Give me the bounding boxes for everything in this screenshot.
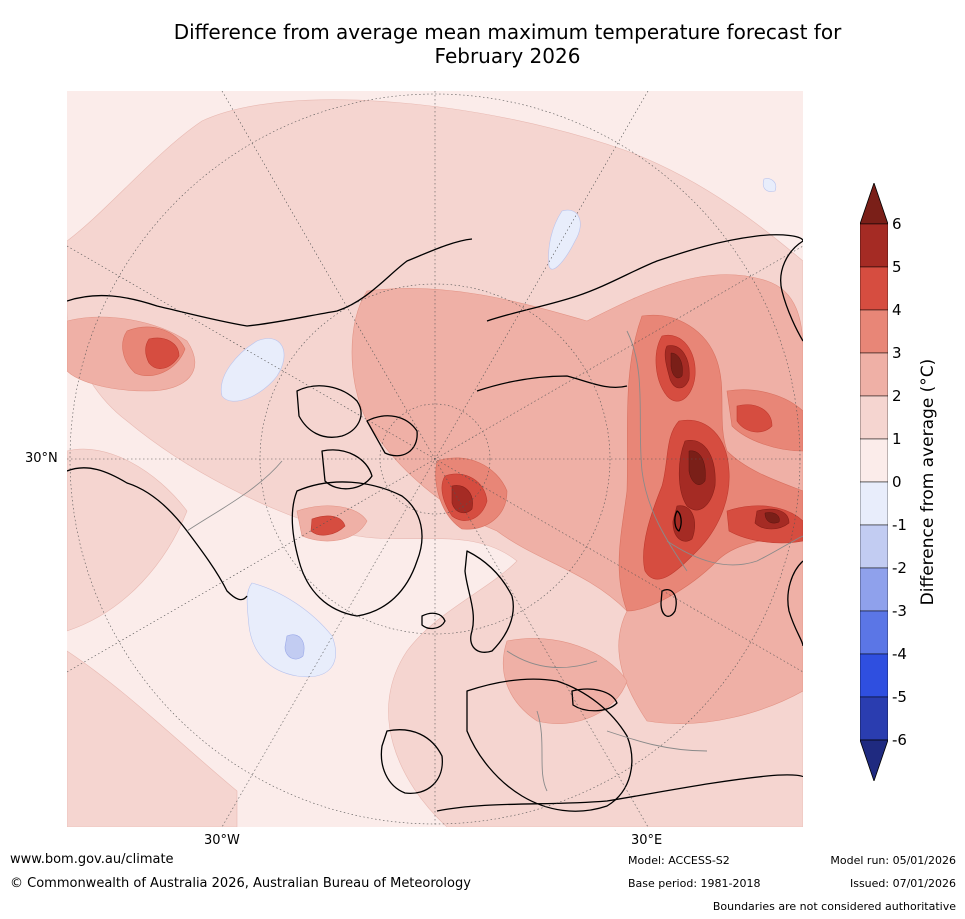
anomaly-band-5-6: [451, 345, 790, 542]
anomaly-band-6-plus: [670, 352, 780, 524]
coast-caspian: [660, 589, 677, 617]
graticule: [67, 91, 803, 827]
lon-label-west: 30°W: [204, 833, 240, 848]
colorbar-segment: [860, 653, 888, 698]
footer-model-run: Model run: 05/01/2026: [830, 854, 956, 867]
colorbar-tick-label: -5: [892, 688, 907, 706]
colorbar-tick-label: 5: [892, 258, 902, 276]
colorbar-segment: [860, 481, 888, 526]
colorbar-tick-label: 6: [892, 215, 902, 233]
colorbar-segment: [860, 696, 888, 741]
colorbar-segment: [860, 266, 888, 311]
colorbar-tick-label: -4: [892, 645, 907, 663]
colorbar-segment: [860, 395, 888, 440]
anomaly-band-0-minus1: [220, 178, 777, 678]
footer-disclaimer: Boundaries are not considered authoritat…: [712, 900, 956, 913]
forecast-map: [67, 91, 803, 827]
chart-title: Difference from average mean maximum tem…: [0, 20, 965, 68]
colorbar-segment: [860, 223, 888, 268]
country-borders: [186, 330, 803, 792]
anomaly-band-minus1-minus2: [284, 634, 305, 660]
chart-title-line1: Difference from average mean maximum tem…: [173, 20, 842, 44]
footer-model: Model: ACCESS-S2: [628, 854, 730, 867]
coastlines: [67, 234, 803, 812]
colorbar-segment: [860, 567, 888, 612]
coast-iberia: [380, 729, 443, 794]
coast-baikal: [674, 510, 682, 532]
coast-mediterranean: [436, 774, 803, 812]
coast-north-america: [67, 238, 473, 601]
colorbar-tick-label: 2: [892, 387, 902, 405]
colorbar-tick-label: -2: [892, 559, 907, 577]
coast-iceland: [421, 612, 446, 630]
colorbar-title: Difference from average (°C): [918, 358, 938, 606]
colorbar-tick-label: 4: [892, 301, 902, 319]
colorbar-extend-top: [860, 183, 888, 225]
colorbar-segment: [860, 309, 888, 354]
coast-greenland: [291, 481, 423, 617]
colorbar: [860, 183, 888, 781]
footer-copyright: © Commonwealth of Australia 2026, Austra…: [10, 876, 471, 891]
colorbar-segment: [860, 438, 888, 483]
colorbar-tick-label: 1: [892, 430, 902, 448]
colorbar-segment: [860, 610, 888, 655]
footer-base-period: Base period: 1981-2018: [628, 877, 761, 890]
colorbar-tick-label: -3: [892, 602, 907, 620]
coast-black-sea: [571, 688, 618, 712]
chart-title-line2: February 2026: [434, 44, 581, 68]
colorbar-segment: [860, 352, 888, 397]
coast-europe: [466, 678, 633, 812]
lat-label: 30°N: [25, 451, 58, 466]
coast-scandinavia: [464, 550, 514, 653]
footer-issued: Issued: 07/01/2026: [849, 877, 956, 890]
coast-east-asia: [780, 240, 803, 647]
lon-label-east: 30°E: [631, 833, 663, 848]
coast-arctic-islands: [296, 385, 418, 490]
colorbar-tick-label: 0: [892, 473, 902, 491]
footer-website[interactable]: www.bom.gov.au/climate: [10, 852, 174, 867]
colorbar-tick-label: -1: [892, 516, 907, 534]
colorbar-segment: [860, 524, 888, 569]
colorbar-extend-bottom: [860, 739, 888, 781]
coast-eurasia-north: [476, 234, 803, 392]
colorbar-tick-label: 3: [892, 344, 902, 362]
colorbar-tick-label: -6: [892, 731, 907, 749]
